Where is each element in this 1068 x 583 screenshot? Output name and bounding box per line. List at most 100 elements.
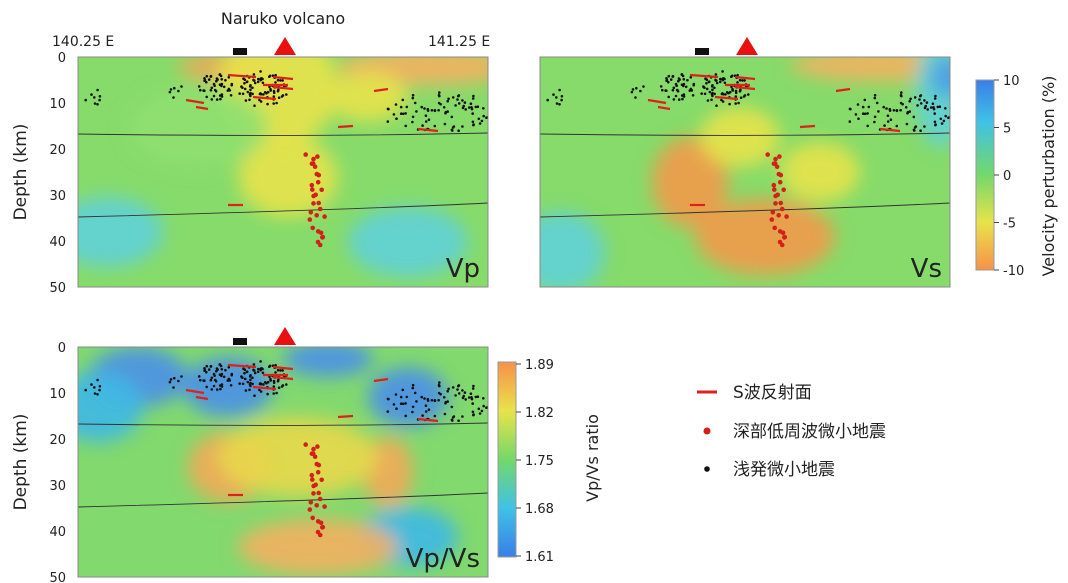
shallow-event <box>392 403 396 406</box>
lfe-event <box>303 152 308 157</box>
shallow-event <box>424 404 428 407</box>
shallow-event <box>444 401 447 405</box>
lfe-event <box>779 242 785 248</box>
shallow-event <box>212 94 216 98</box>
lon-left-label: 140.25 E <box>52 34 114 50</box>
shallow-event <box>205 385 208 389</box>
shallow-event <box>472 94 475 98</box>
lfe-event <box>775 192 780 198</box>
shallow-event <box>730 85 733 89</box>
shallow-event <box>261 371 265 375</box>
shallow-event <box>197 375 201 378</box>
lfe-event <box>772 187 777 192</box>
shallow-event <box>689 76 693 79</box>
shallow-event <box>711 84 714 87</box>
shallow-event <box>900 94 903 98</box>
shallow-event <box>933 97 937 100</box>
lfe-event <box>307 507 313 512</box>
shallow-event <box>439 392 442 396</box>
shallow-event <box>919 94 922 98</box>
shallow-event <box>268 364 272 368</box>
shallow-event <box>259 92 262 95</box>
shallow-event <box>241 86 244 89</box>
shallow-event <box>96 393 99 396</box>
shallow-event <box>263 91 267 94</box>
shallow-event <box>883 124 886 127</box>
lfe-event <box>313 192 318 198</box>
station-marker <box>695 48 709 55</box>
shallow-event <box>252 78 255 82</box>
shallow-event <box>721 92 724 95</box>
shallow-event <box>919 102 923 105</box>
depth-tick-label: 30 <box>49 479 66 494</box>
shallow-event <box>96 103 99 106</box>
shallow-event <box>180 85 183 88</box>
shallow-event <box>718 80 722 84</box>
lfe-event <box>322 504 327 509</box>
shallow-event <box>682 84 685 88</box>
panel-vp: 0 10 20 30 40 50 Vp <box>49 37 492 296</box>
panel-label: Vp <box>446 254 480 284</box>
shallow-event <box>863 112 867 116</box>
legend: S波反射面 深部低周波微小地震 浅発微小地震 <box>697 383 886 480</box>
shallow-event <box>245 80 249 84</box>
shallow-event <box>489 393 492 396</box>
panel-label: Vs <box>911 254 942 284</box>
shallow-event <box>212 384 216 388</box>
shallow-event <box>205 364 209 368</box>
depth-tick-label: 20 <box>49 433 66 448</box>
shallow-event <box>477 117 481 121</box>
lfe-event <box>774 164 780 169</box>
shallow-event <box>741 79 744 82</box>
s-reflector <box>252 385 277 391</box>
lfe-event <box>311 156 316 162</box>
shallow-event <box>424 410 428 413</box>
shallow-event <box>446 400 450 403</box>
shallow-event <box>474 105 478 109</box>
shallow-event <box>900 91 903 94</box>
shallow-event <box>714 73 718 76</box>
lfe-event <box>309 472 315 478</box>
shallow-event <box>411 93 415 97</box>
shallow-event <box>404 414 408 418</box>
shallow-event <box>464 398 468 401</box>
shallow-event <box>713 92 716 96</box>
shallow-event <box>266 380 270 384</box>
shallow-event <box>630 90 634 94</box>
lfe-event <box>310 187 315 192</box>
shallow-event <box>942 119 946 123</box>
boundary-line <box>78 492 488 508</box>
shallow-event <box>955 115 958 118</box>
lfe-event <box>777 179 783 185</box>
shallow-event <box>688 89 692 92</box>
shallow-event <box>659 85 663 88</box>
shallow-event <box>433 414 437 418</box>
s-reflector <box>835 87 851 93</box>
station-marker <box>233 48 247 55</box>
lfe-event <box>310 515 315 521</box>
shallow-event <box>739 96 743 99</box>
velocity-tick-label: 10 <box>1003 74 1020 89</box>
shallow-event <box>280 385 284 388</box>
shallow-event <box>933 120 937 124</box>
ratio-colorbar: 1.89 1.82 1.75 1.68 1.61 Vp/Vs ratio <box>497 358 602 565</box>
shallow-event <box>395 117 398 120</box>
shallow-event <box>469 392 473 395</box>
depth-tick-label: 10 <box>49 387 66 402</box>
shallow-event <box>692 83 695 87</box>
depth-tick-label: 30 <box>49 189 66 204</box>
shallow-event <box>251 382 254 386</box>
shallow-event <box>555 102 559 105</box>
s-reflector <box>373 377 389 383</box>
shallow-event <box>873 93 877 97</box>
shallow-event <box>199 88 202 92</box>
shallow-event <box>489 103 492 106</box>
shallow-event <box>707 80 711 84</box>
shallow-event <box>90 93 93 96</box>
shallow-event <box>706 99 710 102</box>
shallow-event <box>944 114 947 118</box>
shallow-event <box>909 97 912 101</box>
shallow-event <box>279 79 282 82</box>
shallow-event <box>736 81 739 84</box>
shallow-event <box>401 112 405 116</box>
